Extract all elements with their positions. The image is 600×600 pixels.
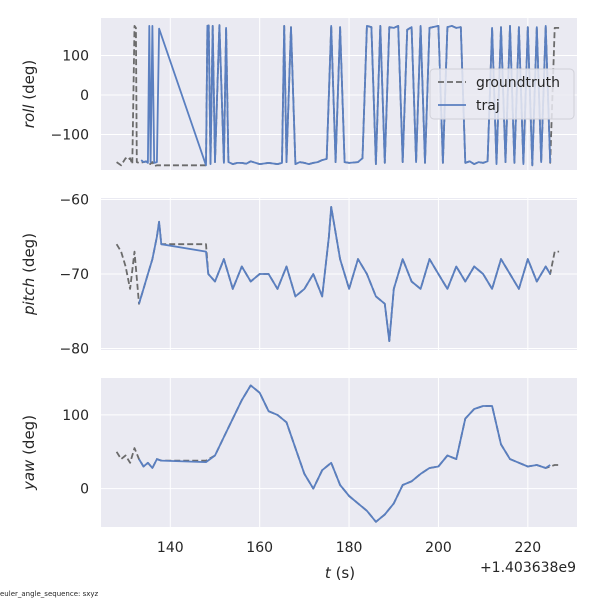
x-tick-label: 160 <box>246 540 273 556</box>
series-traj-roll <box>140 24 552 167</box>
y-tick-label: −100 <box>51 127 89 143</box>
x-axis-label: t (s) <box>325 564 355 582</box>
x-tick-label: 200 <box>425 540 452 556</box>
panel-pitch: −60 −70 −80 pitch (deg) <box>20 192 577 358</box>
x-tick-label: 140 <box>157 540 184 556</box>
panels: 100 0 −100 roll (deg) −60 −70 −80 pitch (deg) 14… <box>20 18 577 556</box>
y-tick-label: −60 <box>59 192 89 208</box>
y-axis-label-yaw: yaw (deg) <box>20 415 38 491</box>
y-tick-label: 100 <box>62 49 89 65</box>
y-axis-label-pitch: pitch (deg) <box>20 233 38 316</box>
y-tick-label: 0 <box>80 88 89 104</box>
footnote: euler_angle_sequence: sxyz <box>0 590 99 598</box>
legend-label-groundtruth: groundtruth <box>476 75 560 91</box>
x-axis-label-rest: (s) <box>331 564 355 582</box>
panel-yaw: 140 160 180 200 220 100 0 yaw (deg) <box>20 378 577 556</box>
legend: groundtruth traj <box>429 68 575 120</box>
series-traj-pitch <box>138 205 551 343</box>
y-tick-label: 100 <box>62 408 89 424</box>
y-tick-label: −70 <box>59 267 89 283</box>
x-axis-label-italic: t <box>325 564 332 582</box>
y-tick-label: −80 <box>59 342 89 358</box>
x-offset-label: +1.403638e9 <box>480 560 576 576</box>
legend-label-traj: traj <box>476 98 500 114</box>
x-tick-label: 180 <box>336 540 363 556</box>
y-axis-label-roll: roll (deg) <box>20 60 38 128</box>
series-traj-yaw <box>138 384 551 523</box>
x-tick-label: 220 <box>514 540 541 556</box>
plot-area-yaw <box>101 378 577 527</box>
y-tick-label: 0 <box>80 482 89 498</box>
